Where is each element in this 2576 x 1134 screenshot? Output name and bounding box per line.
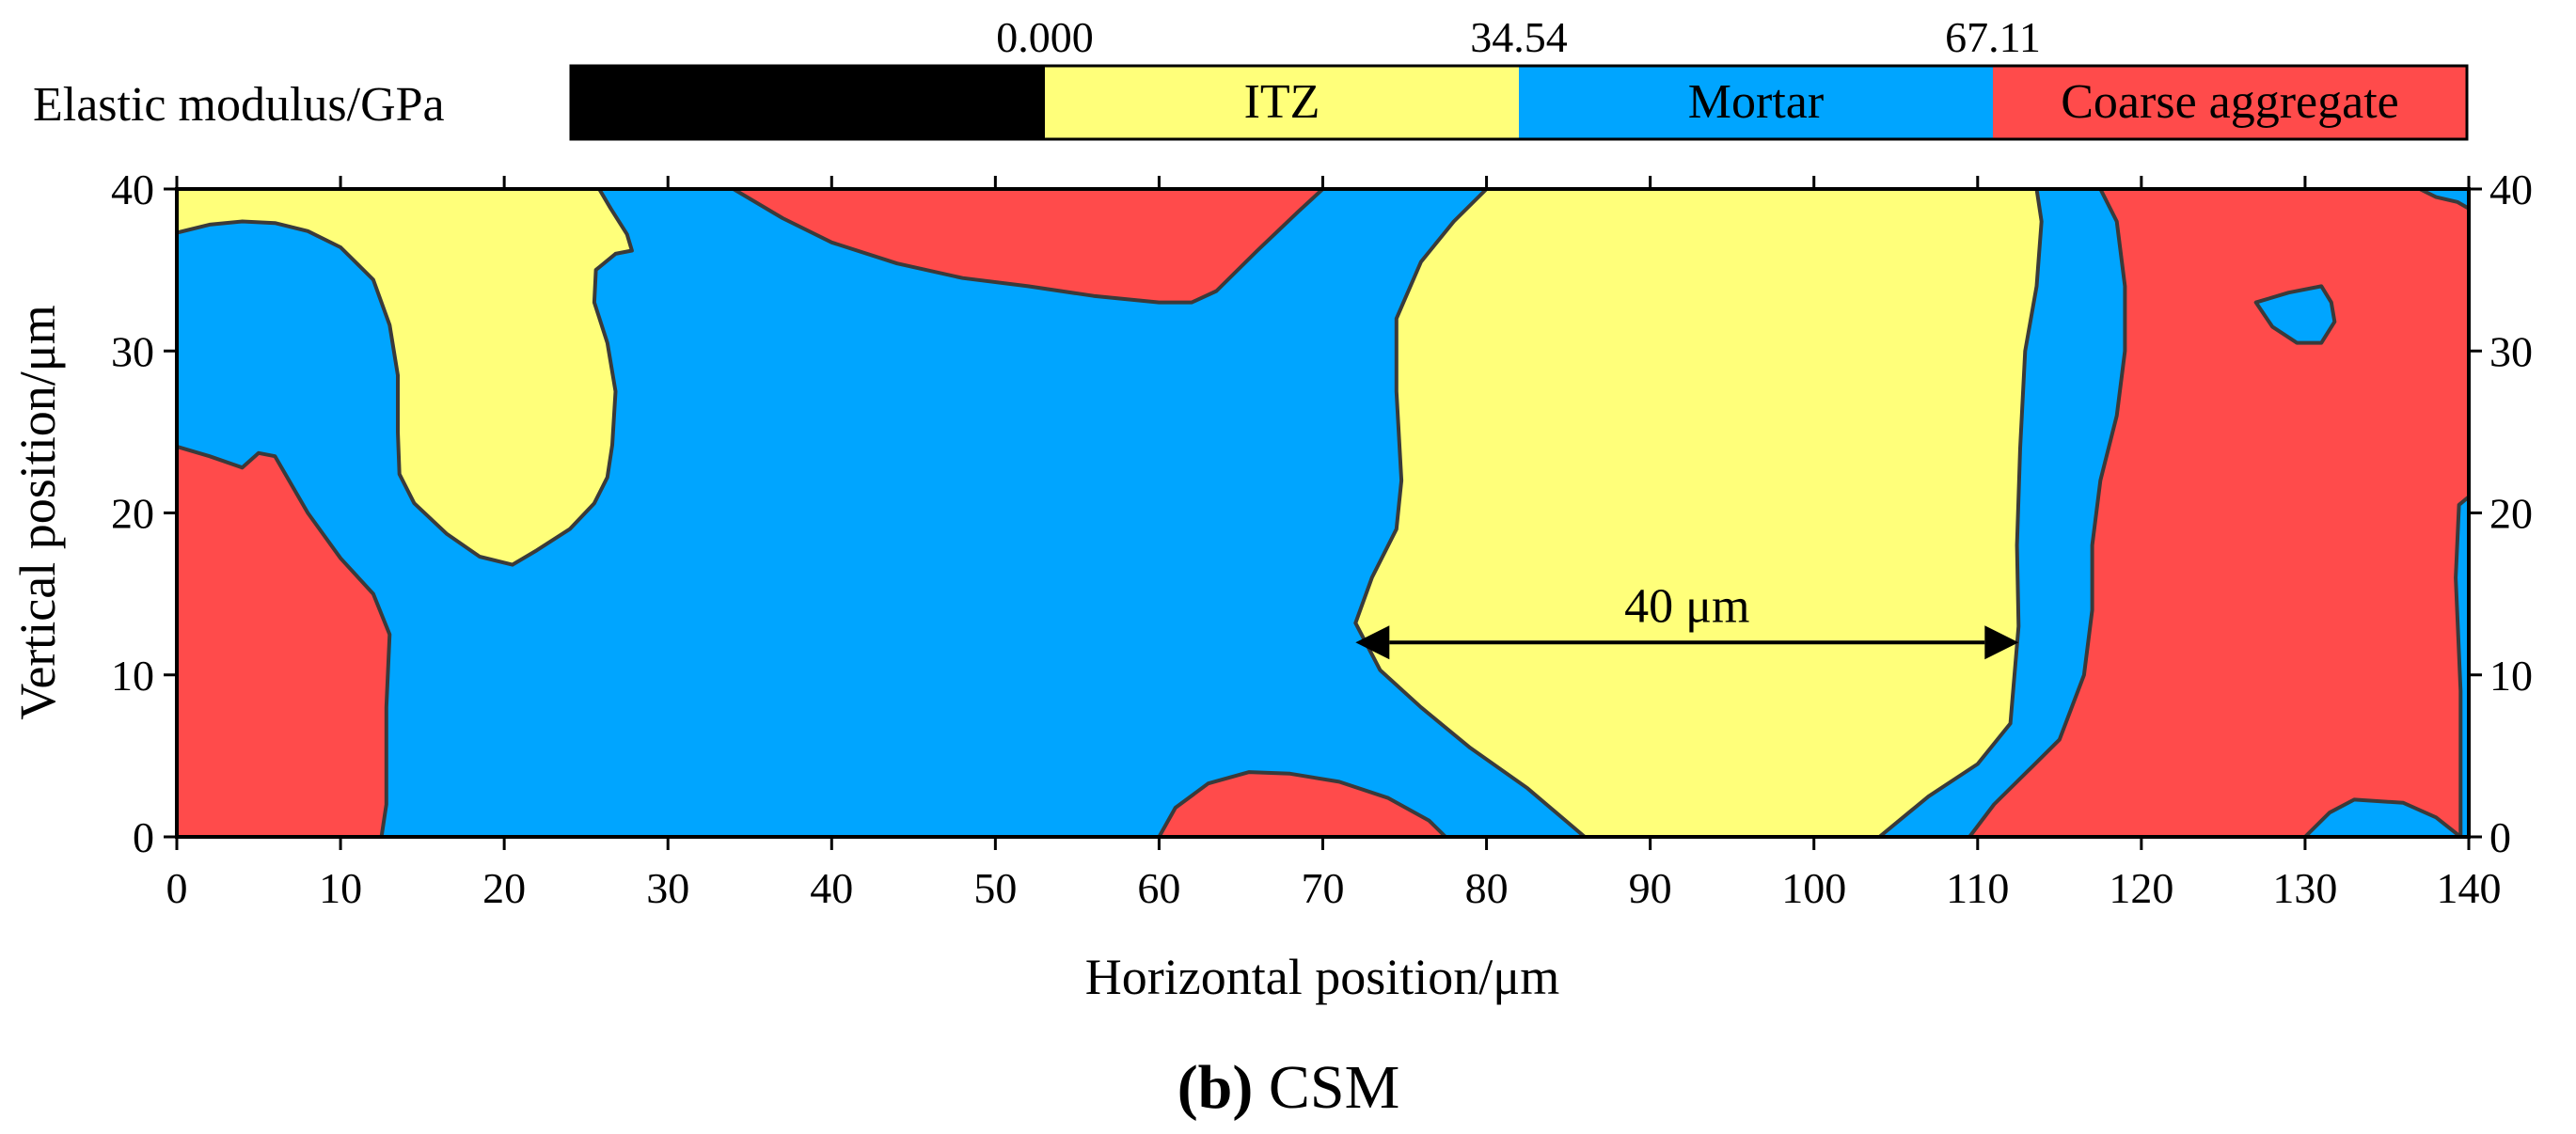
colorbar-class-label: Void [762, 75, 853, 129]
colorbar-class-label: ITZ [1244, 75, 1320, 129]
region-mortar-6 [2253, 284, 2337, 345]
colorbar-threshold-label: 34.54 [1470, 13, 1568, 61]
colorbar-boxes: Void ITZ Mortar Coarse aggregate [569, 64, 2469, 141]
arrowhead-left [1355, 625, 1390, 660]
y-axis-title: Vertical position/μm [9, 305, 66, 719]
x-tick-label: 140 [2437, 864, 2502, 912]
x-tick-label: 50 [973, 864, 1017, 912]
x-tick-label: 30 [646, 864, 689, 912]
x-axis-bottom: 0 10 20 30 40 50 60 70 80 90 100 110 120 130 140 [166, 837, 2502, 912]
x-tick-label: 60 [1137, 864, 1180, 912]
colorbar-threshold-label: 0.000 [996, 13, 1094, 61]
caption-text: CSM [1253, 1053, 1399, 1122]
colorbar-border [569, 64, 2469, 141]
region-coarse-aggregate-1 [175, 444, 392, 839]
y-tick-label: 40 [111, 165, 154, 213]
colorbar-segment-coarse-aggregate: Coarse aggregate [1993, 66, 2467, 139]
region-itz-4 [1353, 187, 2044, 839]
y-tick-label: 10 [111, 652, 154, 700]
x-tick-label: 90 [1629, 864, 1672, 912]
y-tick-label-right: 40 [2489, 165, 2533, 213]
dimension-annotation: 40 μm [1355, 579, 2019, 660]
colorbar-segment-mortar: Mortar [1519, 66, 1993, 139]
phase-regions [175, 187, 2471, 839]
x-tick-label: 20 [482, 864, 526, 912]
plot-area: 40 μm [175, 187, 2471, 839]
x-axis-top [175, 176, 2471, 189]
x-tick-label: 10 [319, 864, 362, 912]
x-tick-label: 130 [2272, 864, 2337, 912]
caption-letter: (b) [1177, 1053, 1254, 1122]
colorbar-label: Elastic modulus/GPa [33, 78, 445, 132]
colorbar-segment-itz: ITZ [1045, 66, 1519, 139]
y-axis-right: 0 10 20 30 40 [2469, 165, 2533, 861]
y-tick-label-right: 20 [2489, 490, 2533, 538]
y-tick-label: 30 [111, 327, 154, 375]
colorbar-legend: Elastic modulus/GPa Void ITZ Mortar Coarse … [33, 13, 2469, 141]
x-tick-label: 40 [810, 864, 853, 912]
region-coarse-aggregate-2 [731, 187, 1325, 305]
y-tick-label: 0 [133, 813, 154, 861]
arrowhead-right [1984, 625, 2019, 660]
y-tick-label-right: 10 [2489, 652, 2533, 700]
y-tick-label: 20 [111, 490, 154, 538]
dimension-label: 40 μm [1624, 579, 1749, 633]
colorbar-threshold-label: 67.11 [1945, 13, 2041, 61]
x-axis-title: Horizontal position/μm [1085, 949, 1559, 1005]
x-tick-label: 0 [166, 864, 188, 912]
colorbar-thresholds: 0.000 34.54 67.11 [996, 13, 2041, 61]
y-tick-label-right: 30 [2489, 327, 2533, 375]
colorbar-swatch [571, 66, 1045, 139]
colorbar-swatch [1993, 66, 2467, 139]
y-tick-label-right: 0 [2489, 813, 2511, 861]
colorbar-class-label: Coarse aggregate [2061, 75, 2398, 129]
x-tick-label: 80 [1465, 864, 1509, 912]
region-itz-0 [175, 187, 634, 567]
x-tick-label: 120 [2109, 864, 2173, 912]
x-tick-label: 100 [1781, 864, 1846, 912]
colorbar-swatch [1519, 66, 1993, 139]
colorbar-swatch [1045, 66, 1519, 139]
region-coarse-aggregate-3 [1157, 770, 1448, 839]
colorbar-segment-void: Void [571, 66, 1045, 139]
x-tick-label: 110 [1946, 864, 2009, 912]
x-tick-label: 70 [1302, 864, 1345, 912]
figure-caption: (b) CSM [1177, 1053, 1400, 1122]
y-axis-left: 0 10 20 30 40 [111, 165, 177, 861]
colorbar-class-label: Mortar [1688, 75, 1824, 129]
